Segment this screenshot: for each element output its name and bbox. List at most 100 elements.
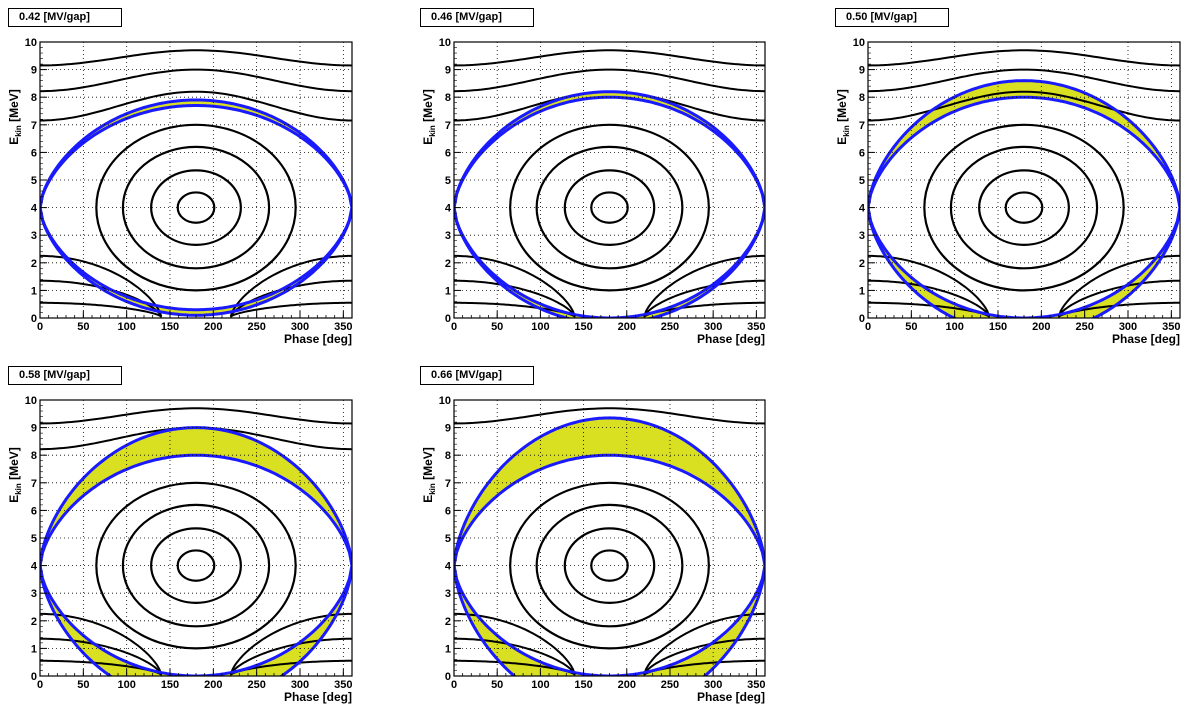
y-tick-label: 7 (445, 478, 451, 490)
open-orbit-upper (40, 407, 352, 425)
open-orbit-lower (454, 637, 576, 676)
x-tick-label: 300 (704, 679, 722, 691)
y-axis-label: Ekin [MeV] (835, 89, 851, 145)
y-tick-label: 3 (445, 588, 451, 600)
y-tick-label: 4 (859, 203, 866, 215)
y-tick-label: 5 (445, 533, 451, 545)
closed-orbit (590, 549, 629, 582)
open-orbit-lower (229, 254, 352, 317)
y-tick-label: 2 (445, 258, 451, 270)
x-axis-label: Phase [deg] (697, 690, 765, 704)
x-tick-label: 250 (1075, 321, 1093, 333)
x-tick-label: 50 (77, 321, 89, 333)
x-tick-label: 150 (574, 679, 592, 691)
y-tick-label: 5 (445, 175, 451, 187)
closed-orbit (1004, 191, 1044, 224)
y-tick-label: 9 (31, 423, 37, 435)
panel-title: 0.42 [MV/gap] (8, 8, 122, 27)
x-tick-label: 0 (865, 321, 871, 333)
open-orbit-upper (40, 49, 352, 67)
x-tick-label: 50 (905, 321, 917, 333)
x-tick-label: 150 (989, 321, 1007, 333)
open-orbit-lower (40, 301, 162, 318)
y-tick-label: 8 (31, 450, 37, 462)
open-orbit-upper (868, 49, 1180, 67)
x-tick-label: 150 (574, 321, 592, 333)
open-orbit-upper (40, 90, 352, 122)
x-tick-label: 200 (1032, 321, 1050, 333)
open-orbit-lower (1057, 279, 1180, 318)
open-orbit-lower (868, 279, 991, 318)
closed-orbit (121, 145, 271, 270)
y-tick-label: 5 (31, 175, 37, 187)
y-axis-label: Ekin [MeV] (421, 89, 437, 145)
open-orbit-lower (643, 279, 765, 318)
y-tick-label: 6 (445, 147, 451, 159)
panel-title: 0.58 [MV/gap] (8, 366, 122, 385)
y-tick-label: 8 (859, 92, 865, 104)
open-orbit-lower (1057, 254, 1180, 317)
y-tick-label: 8 (445, 92, 451, 104)
panel-title: 0.66 [MV/gap] (420, 366, 534, 385)
x-tick-label: 300 (291, 679, 309, 691)
x-tick-label: 250 (247, 679, 265, 691)
y-tick-label: 0 (859, 313, 865, 325)
x-tick-label: 0 (451, 679, 457, 691)
y-tick-label: 4 (445, 561, 452, 573)
open-orbit-lower (40, 254, 163, 317)
y-tick-label: 4 (445, 203, 452, 215)
y-tick-label: 7 (31, 120, 37, 132)
open-orbit-lower (643, 637, 765, 676)
separatrix-outer (454, 416, 765, 676)
y-tick-label: 10 (439, 37, 451, 49)
x-axis-label: Phase [deg] (284, 332, 352, 346)
y-tick-label: 2 (31, 616, 37, 628)
y-tick-label: 1 (445, 285, 451, 297)
y-tick-label: 5 (859, 175, 865, 187)
open-orbit-lower (643, 612, 765, 675)
x-tick-label: 300 (1119, 321, 1137, 333)
y-tick-label: 1 (31, 643, 37, 655)
y-tick-label: 4 (31, 203, 38, 215)
y-tick-label: 3 (31, 230, 37, 242)
x-tick-label: 50 (491, 679, 503, 691)
open-orbit-upper (868, 90, 1180, 122)
open-orbit-lower (229, 637, 352, 676)
open-orbit-lower (454, 279, 576, 318)
acceptance-region (454, 417, 765, 676)
x-tick-label: 300 (291, 321, 309, 333)
x-tick-label: 50 (77, 679, 89, 691)
y-tick-label: 0 (445, 671, 451, 683)
y-tick-label: 3 (31, 588, 37, 600)
y-tick-label: 1 (31, 285, 37, 297)
y-tick-label: 6 (31, 147, 37, 159)
x-tick-label: 0 (37, 679, 43, 691)
x-tick-label: 150 (161, 679, 179, 691)
x-tick-label: 100 (945, 321, 963, 333)
closed-orbit (176, 549, 216, 582)
x-tick-label: 100 (117, 321, 135, 333)
x-tick-label: 50 (491, 321, 503, 333)
y-tick-label: 8 (445, 450, 451, 462)
closed-orbit (176, 191, 216, 224)
x-tick-label: 350 (747, 321, 765, 333)
x-tick-label: 150 (161, 321, 179, 333)
x-tick-label: 250 (661, 321, 679, 333)
open-orbit-upper (454, 407, 765, 425)
y-tick-label: 7 (31, 478, 37, 490)
y-tick-label: 6 (859, 147, 865, 159)
y-tick-label: 10 (853, 37, 865, 49)
y-tick-label: 6 (31, 505, 37, 517)
y-tick-label: 10 (25, 37, 37, 49)
x-axis-label: Phase [deg] (1112, 332, 1180, 346)
y-tick-label: 9 (859, 65, 865, 77)
open-orbit-lower (229, 612, 352, 675)
y-tick-label: 3 (445, 230, 451, 242)
y-tick-label: 7 (445, 120, 451, 132)
open-orbit-upper (454, 68, 765, 93)
x-tick-label: 200 (204, 321, 222, 333)
x-tick-label: 0 (451, 321, 457, 333)
